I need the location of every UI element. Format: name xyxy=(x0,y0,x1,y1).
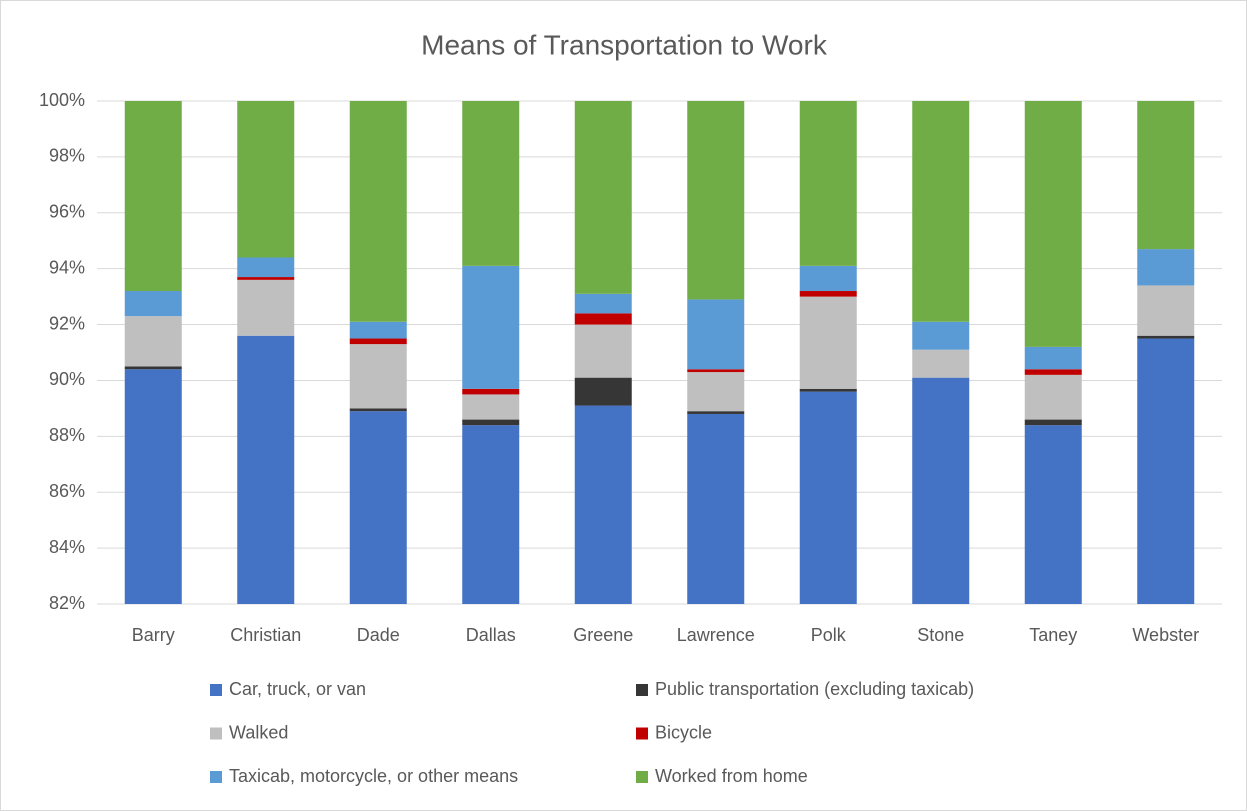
bar-segment xyxy=(237,335,295,604)
bar-segment xyxy=(462,101,520,266)
y-tick-label: 86% xyxy=(49,481,85,501)
bar-segment xyxy=(1024,374,1082,420)
bar-segment xyxy=(1137,338,1195,604)
y-tick-label: 94% xyxy=(49,257,85,277)
bar-segment xyxy=(1137,101,1195,250)
bar-segment xyxy=(799,291,857,297)
x-tick-label: Barry xyxy=(132,625,175,645)
x-tick-label: Lawrence xyxy=(677,625,755,645)
bar-segment xyxy=(1024,101,1082,347)
x-tick-label: Taney xyxy=(1029,625,1077,645)
bar-segment xyxy=(349,321,407,339)
x-tick-label: Christian xyxy=(230,625,301,645)
legend-swatch xyxy=(210,727,222,740)
bar-segment xyxy=(462,425,520,604)
legend-swatch xyxy=(636,771,648,783)
bar-segment xyxy=(349,408,407,412)
bar-segment xyxy=(1137,285,1195,336)
bar-segment xyxy=(1024,369,1082,375)
bar-segment xyxy=(912,321,970,350)
bar-segment xyxy=(799,391,857,604)
bar-segment xyxy=(124,101,182,292)
bar-segment xyxy=(1024,425,1082,604)
legend-label: Walked xyxy=(229,722,288,742)
bar-segment xyxy=(124,369,182,604)
bar-segment xyxy=(1137,249,1195,286)
bar-segment xyxy=(349,411,407,604)
bar-segment xyxy=(349,344,407,409)
y-tick-label: 84% xyxy=(49,537,85,557)
legend-swatch xyxy=(210,771,222,783)
bar-segment xyxy=(462,388,520,395)
bar-segment xyxy=(349,101,407,322)
bar-segment xyxy=(574,293,632,314)
y-tick-label: 90% xyxy=(49,369,85,389)
legend-label: Car, truck, or van xyxy=(229,679,366,699)
bar-segment xyxy=(912,349,970,378)
bar-segment xyxy=(462,394,520,420)
bar-segment xyxy=(124,316,182,367)
legend-label: Worked from home xyxy=(655,766,808,786)
chart-title: Means of Transportation to Work xyxy=(421,29,828,60)
bar-segment xyxy=(462,265,520,389)
bar-segment xyxy=(237,101,295,258)
y-tick-label: 98% xyxy=(49,146,85,166)
bar-segment xyxy=(687,101,745,300)
x-tick-label: Webster xyxy=(1132,625,1199,645)
bar-segment xyxy=(574,313,632,325)
x-tick-label: Greene xyxy=(573,625,633,645)
bar-segment xyxy=(1137,335,1195,339)
bar-segment xyxy=(462,419,520,426)
legend-swatch xyxy=(636,727,648,740)
bar-segment xyxy=(687,411,745,414)
x-tick-label: Stone xyxy=(917,625,964,645)
bar-segment xyxy=(574,377,632,406)
legend-swatch xyxy=(210,684,222,696)
x-tick-label: Dallas xyxy=(466,625,516,645)
bar-segment xyxy=(687,413,745,604)
bar-segment xyxy=(912,101,970,322)
legend-label: Public transportation (excluding taxicab… xyxy=(655,679,974,699)
legend-label: Taxicab, motorcycle, or other means xyxy=(229,766,518,786)
bar-segment xyxy=(1024,346,1082,370)
x-tick-label: Dade xyxy=(357,625,400,645)
y-tick-label: 92% xyxy=(49,313,85,333)
bar-segment xyxy=(124,366,182,370)
bar-segment xyxy=(912,377,970,604)
legend-label: Bicycle xyxy=(655,722,712,742)
y-tick-label: 100% xyxy=(39,90,85,110)
bar-segment xyxy=(237,279,295,336)
y-tick-label: 82% xyxy=(49,593,85,613)
bar-segment xyxy=(687,369,745,373)
bar-segment xyxy=(574,101,632,294)
bar-segment xyxy=(237,277,295,280)
bar-segment xyxy=(687,299,745,370)
bar-segment xyxy=(799,265,857,292)
bar-segment xyxy=(124,291,182,317)
bar-segment xyxy=(574,405,632,604)
bar-segment xyxy=(237,257,295,278)
x-tick-label: Polk xyxy=(811,625,847,645)
legend-swatch xyxy=(636,684,648,696)
bar-segment xyxy=(799,296,857,389)
bar-segment xyxy=(349,338,407,345)
y-tick-label: 96% xyxy=(49,202,85,222)
bar-segment xyxy=(1024,419,1082,426)
bar-segment xyxy=(799,101,857,266)
bar-segment xyxy=(799,388,857,392)
y-tick-label: 88% xyxy=(49,425,85,445)
bar-segment xyxy=(687,372,745,412)
bar-segment xyxy=(574,324,632,378)
